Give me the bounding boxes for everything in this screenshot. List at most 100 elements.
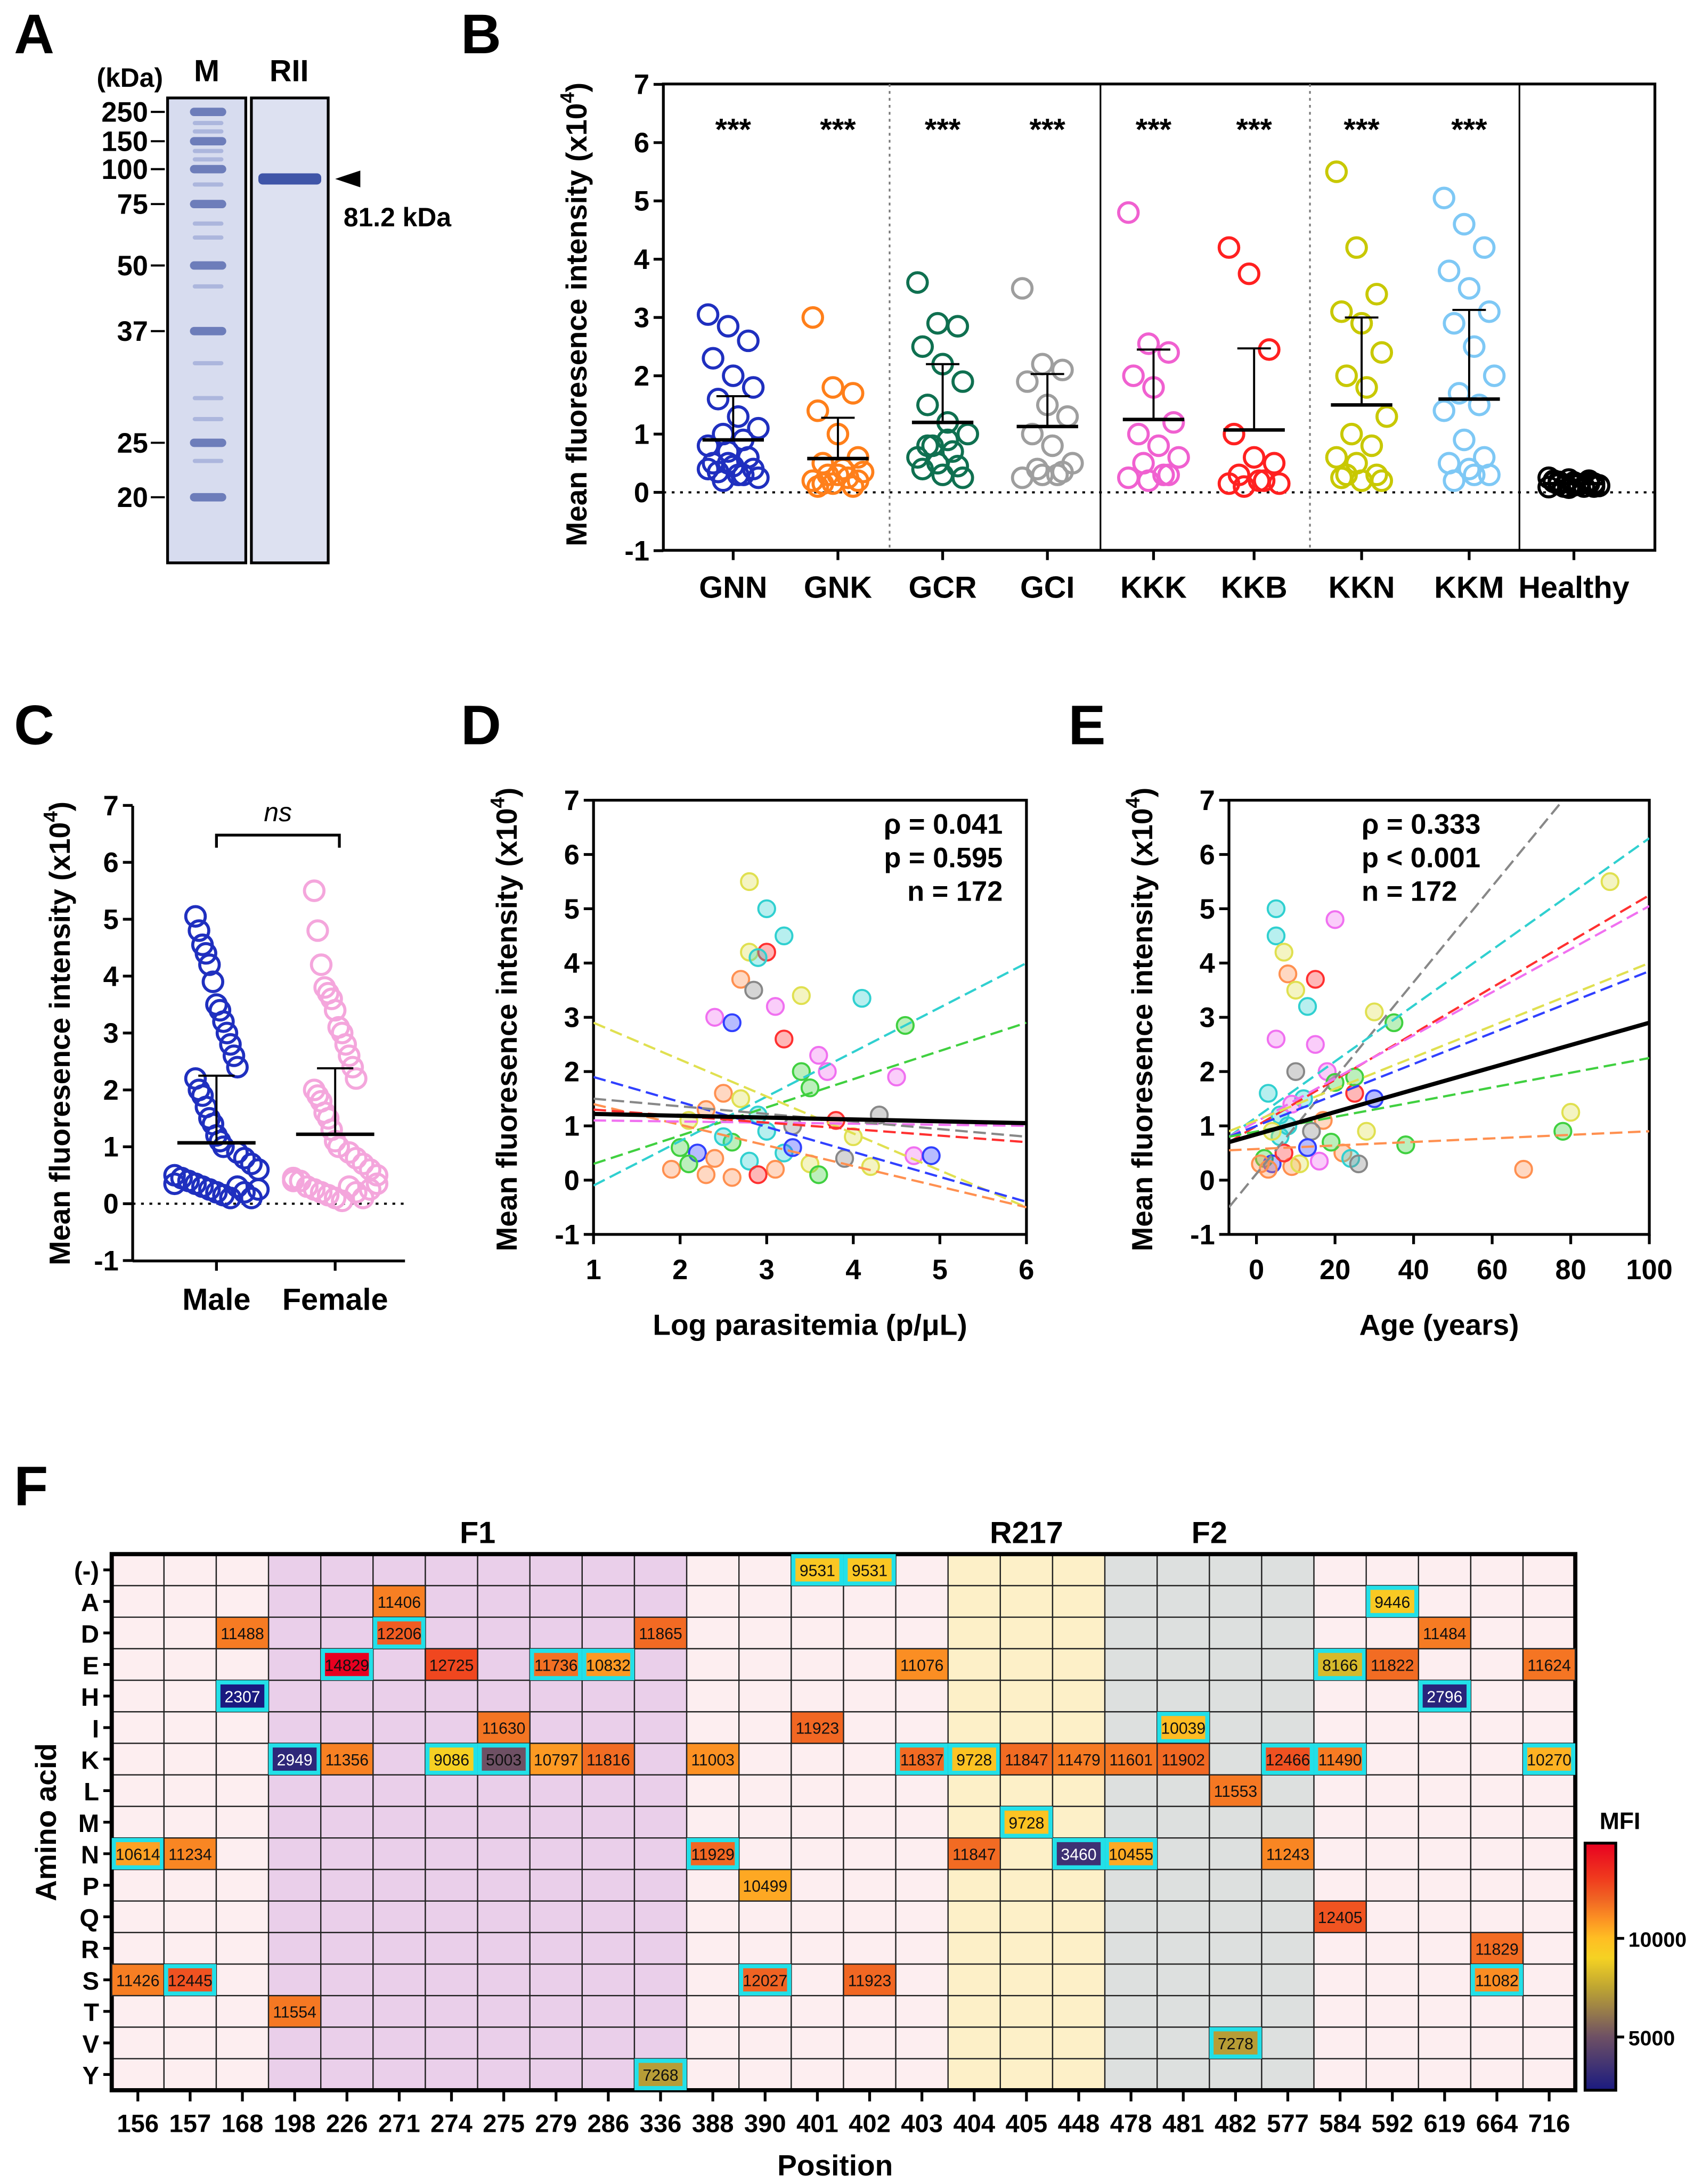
heatmap-cell-value: 2307 bbox=[225, 1689, 260, 1706]
heatmap-empty-cell bbox=[163, 1616, 217, 1650]
heatmap-cell-value: 11929 bbox=[691, 1846, 735, 1864]
data-point-kkm bbox=[1473, 236, 1496, 259]
heatmap-empty-cell bbox=[267, 1616, 322, 1650]
heatmap-empty-cell bbox=[633, 1743, 688, 1776]
amino-acid-label: T bbox=[84, 1998, 99, 2026]
heatmap-empty-cell bbox=[215, 1869, 270, 1902]
heatmap-empty-cell bbox=[111, 1932, 165, 1965]
significance-stars: *** bbox=[715, 113, 752, 147]
heatmap-empty-cell bbox=[1313, 1679, 1367, 1713]
data-point bbox=[775, 926, 794, 946]
e-y-axis-tick-label: 0 bbox=[1200, 1165, 1215, 1196]
heatmap-cell bbox=[164, 1964, 216, 1996]
position-label: 286 bbox=[588, 2109, 630, 2138]
heatmap-empty-cell bbox=[791, 1963, 844, 1997]
position-label: 592 bbox=[1371, 2109, 1413, 2138]
data-point-kkm bbox=[1432, 399, 1455, 422]
heatmap-empty-cell bbox=[1157, 1585, 1210, 1618]
heatmap-empty-cell bbox=[947, 1995, 1001, 2028]
heatmap-empty-cell bbox=[267, 2058, 322, 2091]
heatmap-empty-cell bbox=[633, 1711, 688, 1744]
heatmap-empty-cell bbox=[477, 1553, 531, 1586]
data-point-gnn bbox=[737, 446, 760, 469]
heatmap-empty-cell bbox=[529, 1553, 583, 1586]
heatmap-empty-cell bbox=[1470, 1869, 1524, 1902]
heatmap-cell-value: 11554 bbox=[273, 2004, 316, 2022]
significance-stars: *** bbox=[820, 113, 856, 147]
heatmap-empty-cell bbox=[738, 2058, 792, 2091]
heatmap-empty-cell bbox=[1365, 1995, 1419, 2028]
data-point-kkm bbox=[1457, 277, 1481, 300]
data-point-kkn bbox=[1365, 463, 1388, 486]
heatmap-empty-cell bbox=[1522, 1995, 1576, 2028]
heatmap-empty-cell bbox=[267, 1932, 322, 1965]
heatmap-empty-cell bbox=[1104, 1995, 1158, 2028]
heatmap-empty-cell bbox=[1470, 1553, 1524, 1586]
data-point bbox=[1274, 1143, 1293, 1163]
heatmap-cell bbox=[843, 1554, 896, 1586]
gel-lane-rii bbox=[250, 96, 330, 565]
heatmap-cell-value: 3460 bbox=[1061, 1846, 1096, 1864]
category-label-gnk: GNK bbox=[804, 570, 872, 604]
category-label-gci: GCI bbox=[1020, 570, 1075, 604]
heatmap-cell bbox=[947, 1837, 1001, 1870]
heatmap-empty-cell bbox=[215, 1743, 270, 1776]
e-y-axis-title-close: ) bbox=[1126, 788, 1159, 797]
heatmap-cell bbox=[530, 1648, 582, 1681]
heatmap-empty-cell bbox=[320, 1711, 374, 1744]
heatmap-cell bbox=[895, 1648, 949, 1681]
marker-band bbox=[190, 165, 226, 174]
significance-bracket bbox=[215, 833, 341, 848]
data-point-kkm bbox=[1453, 428, 1476, 452]
d-x-tick-label: 6 bbox=[1019, 1255, 1034, 1286]
heatmap-cell bbox=[1365, 1648, 1419, 1681]
data-point-gcr bbox=[926, 312, 949, 335]
c-y-axis-tick-label: 0 bbox=[103, 1189, 119, 1220]
significance-stars: *** bbox=[925, 113, 961, 147]
data-point-gnk bbox=[811, 472, 834, 495]
heatmap-empty-cell bbox=[1209, 1837, 1263, 1870]
heatmap-empty-cell bbox=[425, 1679, 478, 1713]
data-point bbox=[1259, 1084, 1278, 1103]
heatmap-empty-cell bbox=[1418, 2026, 1472, 2059]
heatmap-cell bbox=[633, 1616, 688, 1650]
heatmap-empty-cell bbox=[529, 1995, 583, 2028]
data-point-female bbox=[331, 1021, 354, 1044]
heatmap-cell-value: 11484 bbox=[1423, 1625, 1467, 1643]
heatmap-empty-cell bbox=[1470, 1995, 1524, 2028]
heatmap-empty-cell bbox=[581, 1553, 636, 1586]
heatmap-cell bbox=[1418, 1616, 1472, 1650]
data-point-male bbox=[233, 1181, 256, 1204]
heatmap-cell-value: 14829 bbox=[324, 1657, 369, 1674]
data-point-gci bbox=[1056, 405, 1079, 428]
e-stat-rho: ρ = 0.333 bbox=[1362, 809, 1480, 840]
data-point-kkm bbox=[1453, 212, 1476, 236]
heatmap-empty-cell bbox=[1522, 2026, 1576, 2059]
heatmap-empty-cell bbox=[999, 1679, 1054, 1713]
heatmap-empty-cell bbox=[477, 1616, 531, 1650]
data-point-gci bbox=[1051, 460, 1074, 484]
heatmap-empty-cell bbox=[529, 1585, 583, 1618]
heatmap-cell bbox=[581, 1743, 636, 1776]
heatmap-empty-cell bbox=[843, 1585, 897, 1618]
b-y-axis-tick-label: 7 bbox=[634, 70, 649, 101]
heatmap-empty-cell bbox=[738, 2026, 792, 2059]
heatmap-empty-cell bbox=[843, 1869, 897, 1902]
faint-band bbox=[192, 149, 224, 153]
heatmap-empty-cell bbox=[1261, 1553, 1315, 1586]
heatmap-empty-cell bbox=[477, 1837, 531, 1870]
heatmap-cell bbox=[372, 1585, 426, 1618]
heatmap-empty-cell bbox=[215, 1553, 270, 1586]
heatmap-empty-cell bbox=[1104, 1805, 1158, 1839]
b-y-axis-tick-label: 3 bbox=[634, 303, 649, 334]
position-label: 478 bbox=[1110, 2109, 1152, 2138]
data-point-kkk bbox=[1117, 201, 1140, 224]
marker-band bbox=[190, 438, 226, 447]
heatmap-empty-cell bbox=[320, 1995, 374, 2028]
e-y-axis-title: Mean fluoresence intensity (x104) bbox=[1122, 788, 1159, 1251]
heatmap-cell bbox=[1209, 2027, 1262, 2059]
heatmap-cell-value: 11426 bbox=[116, 1972, 160, 1990]
heatmap-empty-cell bbox=[1313, 1869, 1367, 1902]
data-point bbox=[922, 1146, 941, 1165]
ns-label: ns bbox=[264, 797, 292, 827]
